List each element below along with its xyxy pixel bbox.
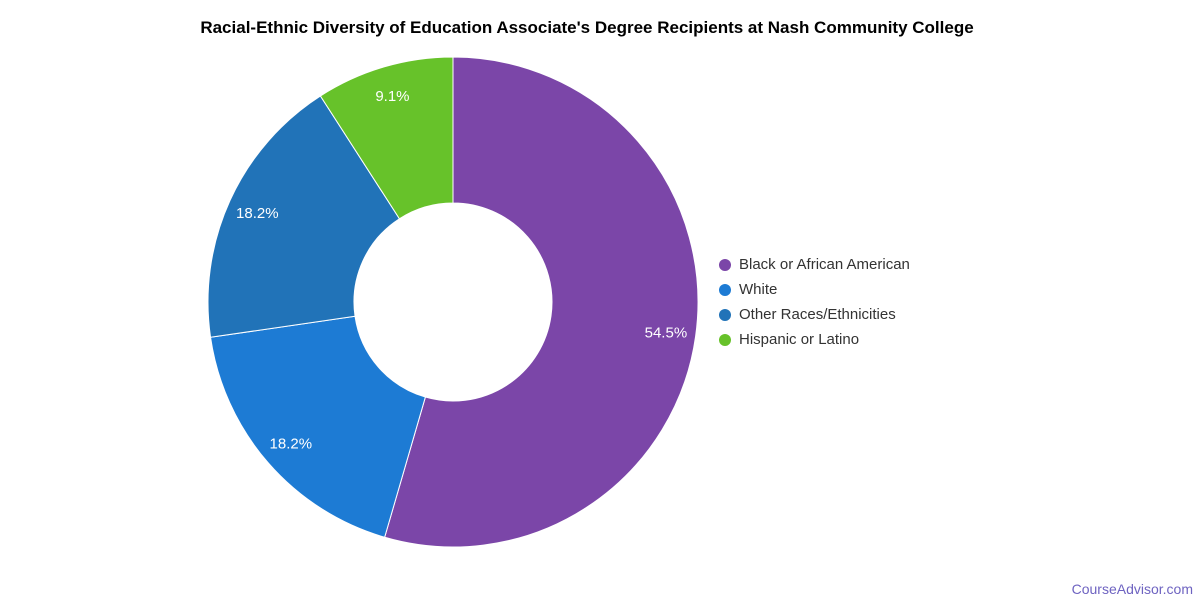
slice-label: 9.1% [375,88,409,105]
legend-marker-icon [719,283,731,296]
legend-item-label: Hispanic or Latino [739,331,860,348]
legend-marker-icon [719,308,731,321]
legend-item-label: Other Races/Ethnicities [739,306,896,323]
legend: Black or African American White Other Race… [719,252,910,352]
legend-item-other-races-ethnicities[interactable]: Other Races/Ethnicities [719,302,910,327]
footer-brand-link[interactable]: CourseAdvisor.com [1071,581,1193,597]
legend-item-hispanic-or-latino[interactable]: Hispanic or Latino [719,327,910,352]
legend-marker-icon [719,258,731,271]
legend-item-label: White [739,281,778,298]
pie-slice-black-or-african-american[interactable] [384,56,699,548]
legend-item-label: Black or African American [739,256,910,273]
donut-chart: 54.5% 18.2% 18.2% 9.1% [207,56,699,548]
slice-label: 18.2% [270,435,313,452]
chart-title: Racial-Ethnic Diversity of Education Ass… [200,18,974,37]
pie-slice-hispanic-or-latino[interactable] [319,56,454,220]
legend-marker-icon [719,333,731,346]
pie-slice-white[interactable] [210,315,426,538]
legend-item-black-or-african-american[interactable]: Black or African American [719,252,910,277]
slice-label: 54.5% [645,325,688,342]
slice-label: 18.2% [236,205,279,222]
pie-slice-other-races-ethnicities[interactable] [207,95,400,338]
legend-item-white[interactable]: White [719,277,910,302]
